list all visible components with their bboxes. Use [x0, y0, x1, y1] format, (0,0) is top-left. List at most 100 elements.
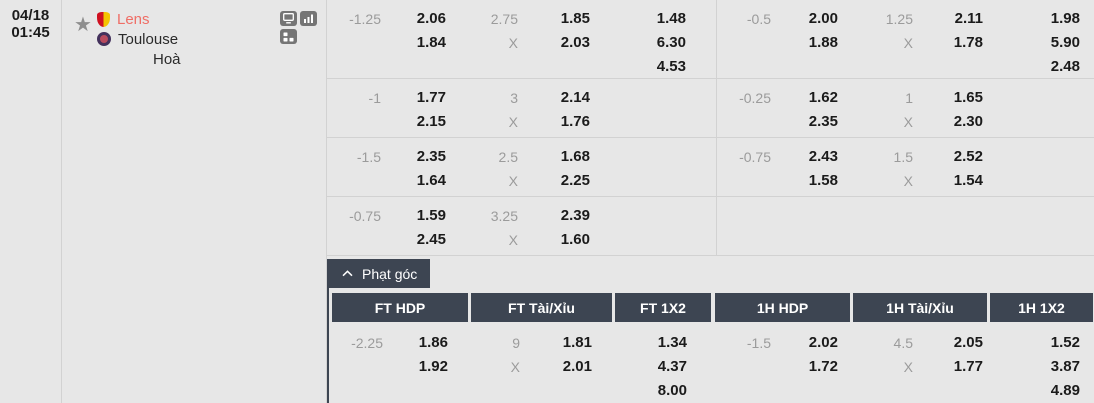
- corner-odds-1h: -1.5 2.02 1.72 4.5 X 2.05 1.77 1.52 3.87 4.89: [717, 322, 1094, 403]
- hdp-odds-home[interactable]: 2.35: [416, 148, 446, 165]
- header-ft-1x2: FT 1X2: [615, 293, 711, 322]
- match-date: 04/18: [11, 7, 50, 24]
- x-label: X: [903, 114, 913, 130]
- chevron-up-icon: [342, 270, 353, 277]
- stats-bar-chart-icon[interactable]: [300, 11, 317, 26]
- x2-odds-home[interactable]: 1.52: [1050, 334, 1080, 351]
- x2-odds-home[interactable]: 1.98: [1050, 10, 1080, 27]
- x-label: X: [508, 35, 518, 51]
- hdp-line: -0.75: [739, 149, 771, 165]
- x-label: X: [903, 35, 913, 51]
- odds-cell-1h: -0.75 2.43 1.58 1.5 X 2.52 1.54: [717, 138, 1094, 196]
- match-icons: [280, 11, 317, 44]
- away-team-row[interactable]: Toulouse: [97, 29, 326, 49]
- match-time: 01:45: [11, 24, 50, 41]
- header-1h-1x2: 1H 1X2: [990, 293, 1093, 322]
- ou-line: 9: [512, 335, 520, 351]
- header-ft-hdp: FT HDP: [332, 293, 468, 322]
- live-tv-icon[interactable]: [280, 11, 297, 26]
- x2-odds-away[interactable]: 2.48: [1050, 58, 1080, 75]
- hdp-odds-home[interactable]: 1.62: [808, 89, 838, 106]
- ou-odds-over[interactable]: 2.52: [953, 148, 983, 165]
- hdp-odds-away[interactable]: 2.35: [808, 113, 838, 130]
- ou-odds-under[interactable]: 2.25: [560, 172, 590, 189]
- odds-row: -1.5 2.35 1.64 2.5 X 1.68 2.25 -0.75 2.43 1.…: [327, 138, 1094, 197]
- corner-tab-label: Phạt góc: [362, 265, 418, 282]
- ou-odds-under[interactable]: 2.01: [562, 358, 592, 375]
- ou-odds-over[interactable]: 2.11: [954, 10, 983, 27]
- ou-odds-over[interactable]: 2.39: [560, 207, 590, 224]
- hdp-odds-away[interactable]: 1.64: [416, 172, 446, 189]
- hdp-odds-home[interactable]: 2.06: [416, 10, 446, 27]
- ou-odds-over[interactable]: 2.05: [953, 334, 983, 351]
- hdp-line: -1: [368, 90, 381, 106]
- x2-odds-draw[interactable]: 6.30: [656, 34, 686, 51]
- ou-odds-under[interactable]: 1.78: [953, 34, 983, 51]
- ou-odds-over[interactable]: 1.68: [560, 148, 590, 165]
- x2-odds-away[interactable]: 4.53: [656, 58, 686, 75]
- x-label: X: [508, 232, 518, 248]
- hdp-line: -1.5: [356, 149, 381, 165]
- ou-odds-over[interactable]: 1.81: [562, 334, 592, 351]
- corner-tab[interactable]: Phạt góc: [329, 259, 431, 288]
- odds-cell-1h-empty: [717, 197, 1094, 255]
- hdp-odds-home[interactable]: 1.59: [416, 207, 446, 224]
- x2-odds-away[interactable]: 8.00: [657, 382, 687, 399]
- hdp-odds-home[interactable]: 2.43: [808, 148, 838, 165]
- x-label: X: [508, 114, 518, 130]
- ou-odds-over[interactable]: 1.65: [953, 89, 983, 106]
- hdp-line: -1.25: [349, 11, 381, 27]
- ou-odds-under[interactable]: 1.54: [953, 172, 983, 189]
- ou-odds-over[interactable]: 2.14: [560, 89, 590, 106]
- x-label: X: [510, 359, 520, 375]
- hdp-odds-away[interactable]: 1.84: [416, 34, 446, 51]
- x-label: X: [903, 359, 913, 375]
- match-datetime: 04/18 01:45: [0, 0, 62, 403]
- ou-odds-under[interactable]: 1.60: [560, 231, 590, 248]
- hdp-line: -0.5: [746, 11, 771, 27]
- x2-odds-home[interactable]: 1.48: [656, 10, 686, 27]
- hdp-odds-away[interactable]: 2.15: [416, 113, 446, 130]
- hdp-odds-away[interactable]: 1.88: [808, 34, 838, 51]
- hdp-odds-away[interactable]: 1.72: [808, 358, 838, 375]
- ou-line: 4.5: [893, 335, 913, 351]
- hdp-odds-away[interactable]: 1.58: [808, 172, 838, 189]
- hdp-odds-home[interactable]: 2.02: [808, 334, 838, 351]
- x2-odds-home[interactable]: 1.34: [657, 334, 687, 351]
- hdp-odds-home[interactable]: 1.86: [418, 334, 448, 351]
- ou-odds-under[interactable]: 2.30: [953, 113, 983, 130]
- hdp-line: -0.25: [739, 90, 771, 106]
- corner-odds-ft: -2.25 1.86 1.92 9 X 1.81 2.01 1.34 4.37 8.00: [329, 322, 717, 403]
- corner-sitemap-icon[interactable]: [280, 29, 297, 44]
- ou-odds-under[interactable]: 1.76: [560, 113, 590, 130]
- ou-odds-under[interactable]: 1.77: [953, 358, 983, 375]
- x2-odds-away[interactable]: 4.89: [1050, 382, 1080, 399]
- ou-odds-over[interactable]: 1.85: [560, 10, 590, 27]
- odds-row: -1 1.77 2.15 3 X 2.14 1.76 -0.25 1.62 2.35 1…: [327, 79, 1094, 138]
- x2-odds-draw[interactable]: 3.87: [1050, 358, 1080, 375]
- odds-cell-ft: -1.5 2.35 1.64 2.5 X 1.68 2.25: [327, 138, 717, 196]
- ou-odds-under[interactable]: 2.03: [560, 34, 590, 51]
- hdp-odds-home[interactable]: 1.77: [416, 89, 446, 106]
- hdp-line: -2.25: [351, 335, 383, 351]
- corner-header-row: FT HDP FT Tài/Xỉu FT 1X2 1H HDP 1H Tài/X…: [329, 293, 1094, 322]
- x2-odds-draw[interactable]: 4.37: [657, 358, 687, 375]
- ou-line: 1: [905, 90, 913, 106]
- ou-line: 2.75: [490, 11, 518, 27]
- hdp-line: -1.5: [746, 335, 771, 351]
- x-label: X: [508, 173, 518, 189]
- away-team-logo: [97, 32, 111, 46]
- header-1h-ou: 1H Tài/Xỉu: [853, 293, 987, 322]
- home-team-logo: [97, 11, 110, 27]
- hdp-odds-away[interactable]: 2.45: [416, 231, 446, 248]
- favorite-star-icon[interactable]: ★: [74, 14, 92, 36]
- odds-cell-ft: -0.75 1.59 2.45 3.25 X 2.39 1.60: [327, 197, 717, 255]
- hdp-odds-home[interactable]: 2.00: [808, 10, 838, 27]
- home-team-name: Lens: [117, 10, 150, 28]
- odds-cell-ft: -1 1.77 2.15 3 X 2.14 1.76: [327, 79, 717, 137]
- hdp-odds-away[interactable]: 1.92: [418, 358, 448, 375]
- x2-odds-draw[interactable]: 5.90: [1050, 34, 1080, 51]
- ou-line: 2.5: [498, 149, 518, 165]
- home-team-row[interactable]: Lens: [97, 9, 326, 29]
